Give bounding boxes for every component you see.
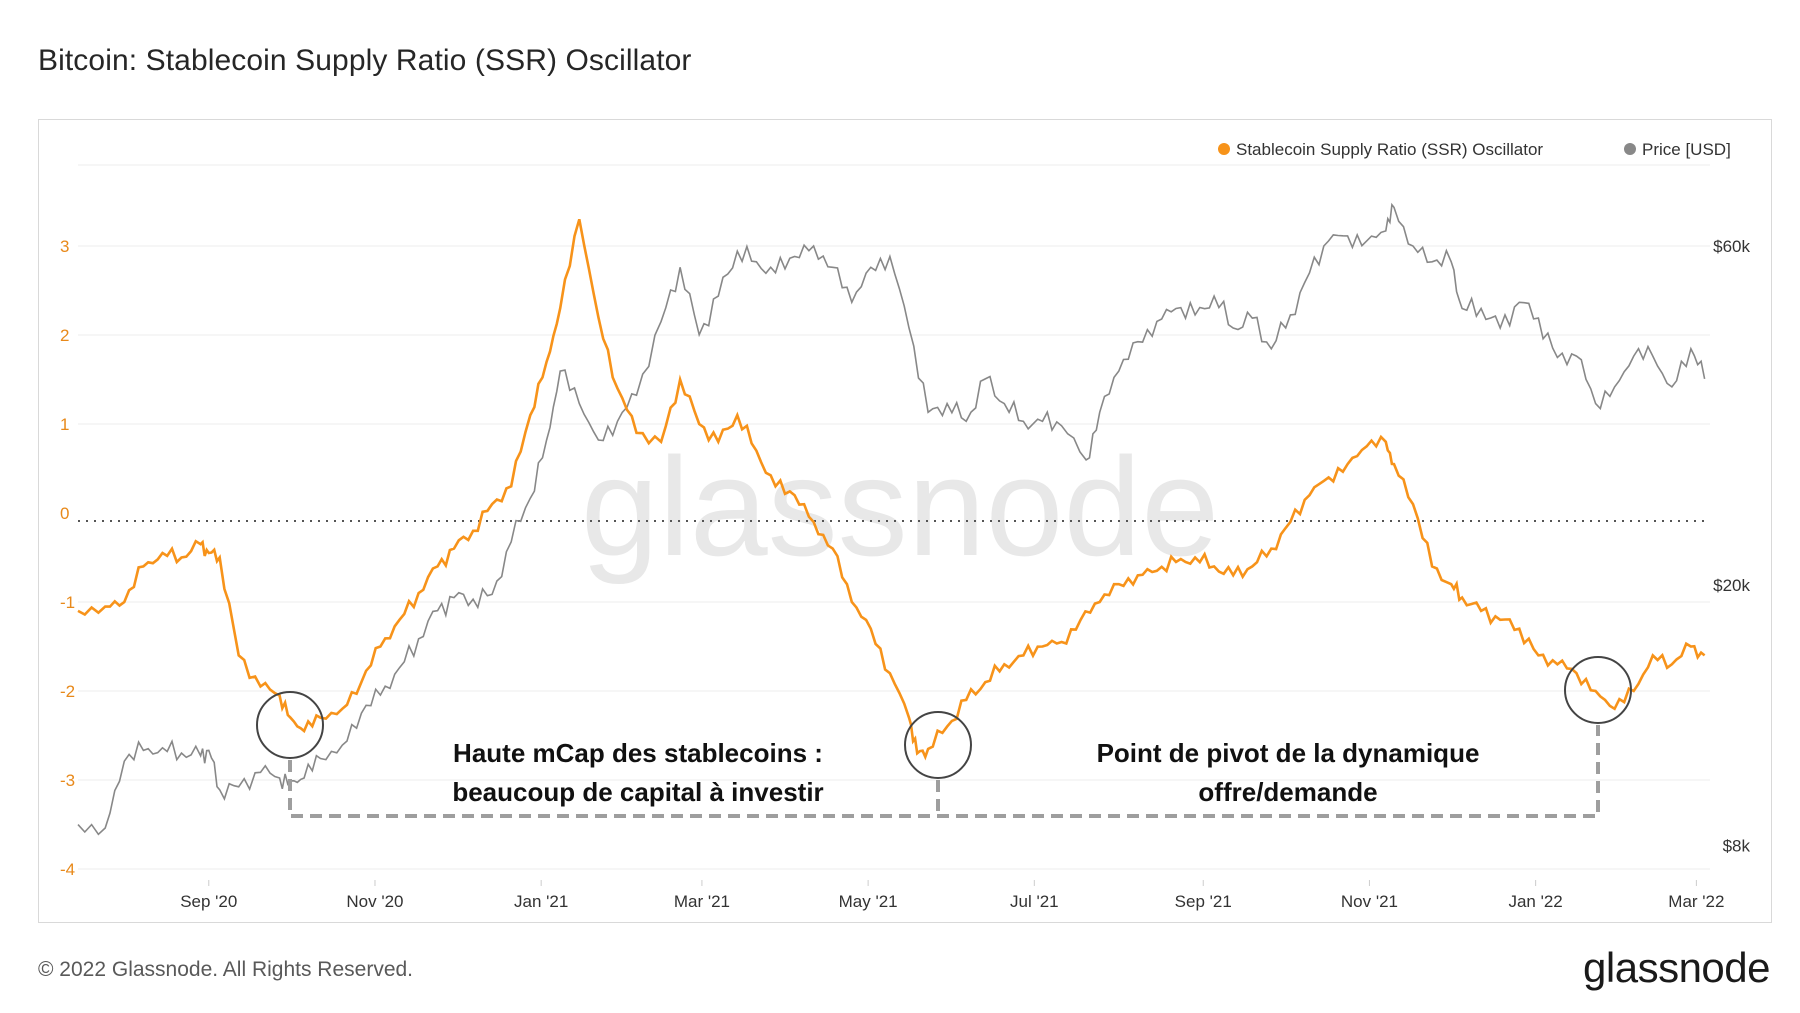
x-tick-label: Sep '21 [1175,892,1232,911]
left-tick-label: -1 [60,593,75,612]
x-axis: Sep '20 Nov '20 Jan '21 Mar '21 May '21 Jul '… [180,880,1724,911]
bottom-circle-1 [256,691,324,759]
legend-price-dot [1624,143,1636,155]
x-tick-label: Nov '21 [1341,892,1398,911]
right-tick-label: $20k [1713,576,1750,595]
x-tick-label: Nov '20 [346,892,403,911]
x-tick-label: Sep '20 [180,892,237,911]
left-axis: 3 2 1 0 -1 -2 -3 -4 [60,237,75,879]
grid [78,164,1710,870]
annotation-2-line1: Point de pivot de la dynamique [1097,738,1480,768]
left-tick-label: 0 [60,504,69,523]
x-tick-label: Jan '22 [1508,892,1562,911]
bottom-circle-3 [1564,656,1632,724]
left-tick-label: 3 [60,237,69,256]
annotation-1-line1: Haute mCap des stablecoins : [453,738,823,768]
right-tick-label: $8k [1723,836,1751,855]
left-tick-label: 1 [60,415,69,434]
page-title: Bitcoin: Stablecoin Supply Ratio (SSR) O… [38,44,692,77]
glassnode-logo: glassnode [1583,944,1770,991]
left-tick-label: -4 [60,860,75,879]
annotation-2-line2: offre/demande [1198,777,1377,807]
left-tick-label: -3 [60,771,75,790]
bottom-circle-2 [904,711,972,779]
annotation-1-line2: beaucoup de capital à investir [452,777,823,807]
legend-ssr-label: Stablecoin Supply Ratio (SSR) Oscillator [1236,140,1543,159]
annotation-group: Haute mCap des stablecoins : beaucoup de… [256,656,1632,818]
annotation-bracket [288,725,1600,818]
chart-frame [38,119,1772,923]
left-tick-label: 2 [60,326,69,345]
right-tick-label: $60k [1713,237,1750,256]
legend-price-label: Price [USD] [1642,140,1731,159]
legend-ssr-dot [1218,143,1230,155]
x-tick-label: May '21 [839,892,898,911]
left-tick-label: -2 [60,682,75,701]
price-series-line [77,202,1706,836]
copyright: © 2022 Glassnode. All Rights Reserved. [38,958,414,981]
x-tick-label: Mar '21 [674,892,730,911]
legend: Stablecoin Supply Ratio (SSR) Oscillator… [1218,140,1731,159]
x-tick-label: Jul '21 [1010,892,1059,911]
x-tick-label: Mar '22 [1668,892,1724,911]
x-tick-label: Jan '21 [514,892,568,911]
ssr-series-line [77,218,1706,761]
right-axis: $60k $20k $8k [1713,237,1750,855]
watermark: glassnode [581,428,1219,585]
